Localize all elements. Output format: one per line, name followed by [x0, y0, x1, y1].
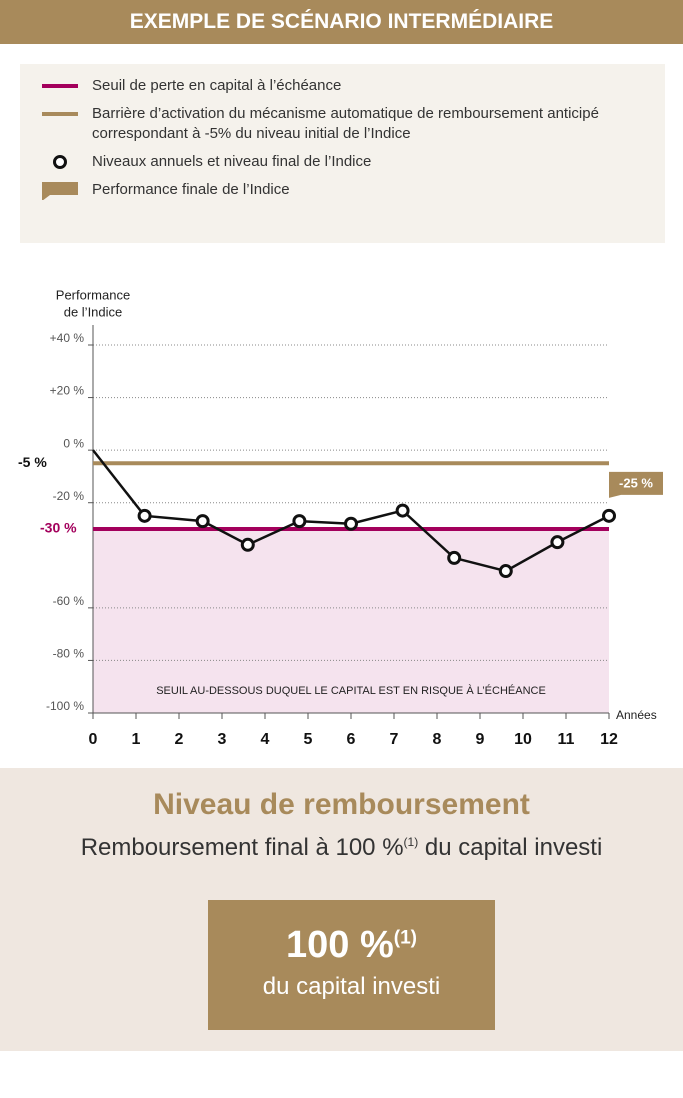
legend-icon [42, 182, 78, 200]
legend-item: Seuil de perte en capital à l’échéance [40, 76, 645, 96]
reference-label: -5 % [18, 454, 47, 470]
box-value: 100 %(1) [208, 924, 495, 967]
legend-text: Performance finale de l’Indice [92, 181, 290, 198]
legend-callout [42, 182, 78, 200]
legend-icon [42, 84, 78, 88]
result-box: 100 %(1) du capital investi [208, 900, 495, 1030]
x-tick-label: 3 [218, 731, 227, 748]
x-axis-label: Années [616, 708, 657, 722]
index-marker [602, 508, 616, 523]
y-tick-label: -80 % [53, 647, 85, 661]
y-tick-label: -60 % [53, 594, 85, 608]
y-tick-label: +40 % [50, 331, 85, 345]
legend-text: Niveaux annuels et niveau final de l’Ind… [92, 153, 372, 170]
legend-marker [53, 155, 67, 169]
legend-text: Barrière d’activation du mécanisme autom… [92, 105, 599, 142]
x-tick-label: 10 [514, 731, 532, 748]
footer: Niveau de remboursement Remboursement fi… [0, 768, 683, 1051]
index-marker [292, 514, 307, 529]
footer-subtitle: Remboursement final à 100 %(1) du capita… [0, 834, 683, 862]
y-tick-label: -20 % [53, 489, 85, 503]
index-marker [195, 514, 210, 529]
x-tick-label: 5 [304, 731, 313, 748]
box-sup: (1) [393, 927, 417, 949]
index-marker [344, 516, 358, 531]
legend-item: Niveaux annuels et niveau final de l’Ind… [40, 152, 645, 172]
header-title: EXEMPLE DE SCÉNARIO INTERMÉDIAIRE [0, 0, 683, 44]
x-tick-label: 8 [433, 731, 442, 748]
index-marker [447, 550, 462, 565]
legend-icon [42, 112, 78, 116]
y-axis-label: de l’Indice [64, 304, 123, 319]
y-tick-label: +20 % [50, 384, 85, 398]
region-label: SEUIL AU-DESSOUS DUQUEL LE CAPITAL EST E… [156, 684, 546, 697]
y-tick-label: 0 % [63, 436, 84, 450]
final-callout [609, 471, 663, 498]
legend-icon [53, 155, 67, 169]
reference-label: -30 % [40, 520, 77, 536]
x-tick-label: 6 [347, 731, 356, 748]
risk-region [93, 529, 609, 713]
final-label: -25 % [619, 475, 653, 490]
box-text: du capital investi [262, 973, 441, 1000]
index-marker [240, 537, 255, 552]
x-tick-label: 11 [558, 731, 575, 748]
index-marker [498, 564, 513, 579]
footer-title: Niveau de remboursement [153, 788, 530, 821]
x-tick-label: 2 [175, 731, 184, 748]
index-marker [550, 535, 565, 550]
index-marker [137, 508, 152, 523]
x-tick-label: 0 [89, 731, 98, 748]
x-tick-label: 7 [390, 731, 399, 748]
x-tick-label: 12 [600, 731, 618, 748]
x-tick-label: 9 [476, 731, 485, 748]
legend-item: Performance finale de l’Indice [40, 180, 645, 200]
subtitle-sup: (1) [403, 835, 419, 849]
legend-text: Seuil de perte en capital à l’échéance [92, 77, 342, 94]
subtitle-text: Remboursement final à 100 % [80, 834, 404, 861]
chart: SEUIL AU-DESSOUS DUQUEL LE CAPITAL EST E… [18, 287, 663, 748]
y-axis-label: Performance [56, 287, 130, 302]
subtitle-rest: du capital investi [418, 834, 603, 861]
y-tick-label: -100 % [46, 699, 84, 713]
index-marker [395, 503, 410, 518]
box-value-text: 100 % [286, 924, 394, 966]
x-tick-label: 1 [132, 731, 141, 748]
legend: Seuil de perte en capital à l’échéance Ba… [20, 64, 665, 243]
x-tick-label: 4 [261, 731, 270, 748]
legend-item: Barrière d’activation du mécanisme autom… [40, 104, 645, 144]
